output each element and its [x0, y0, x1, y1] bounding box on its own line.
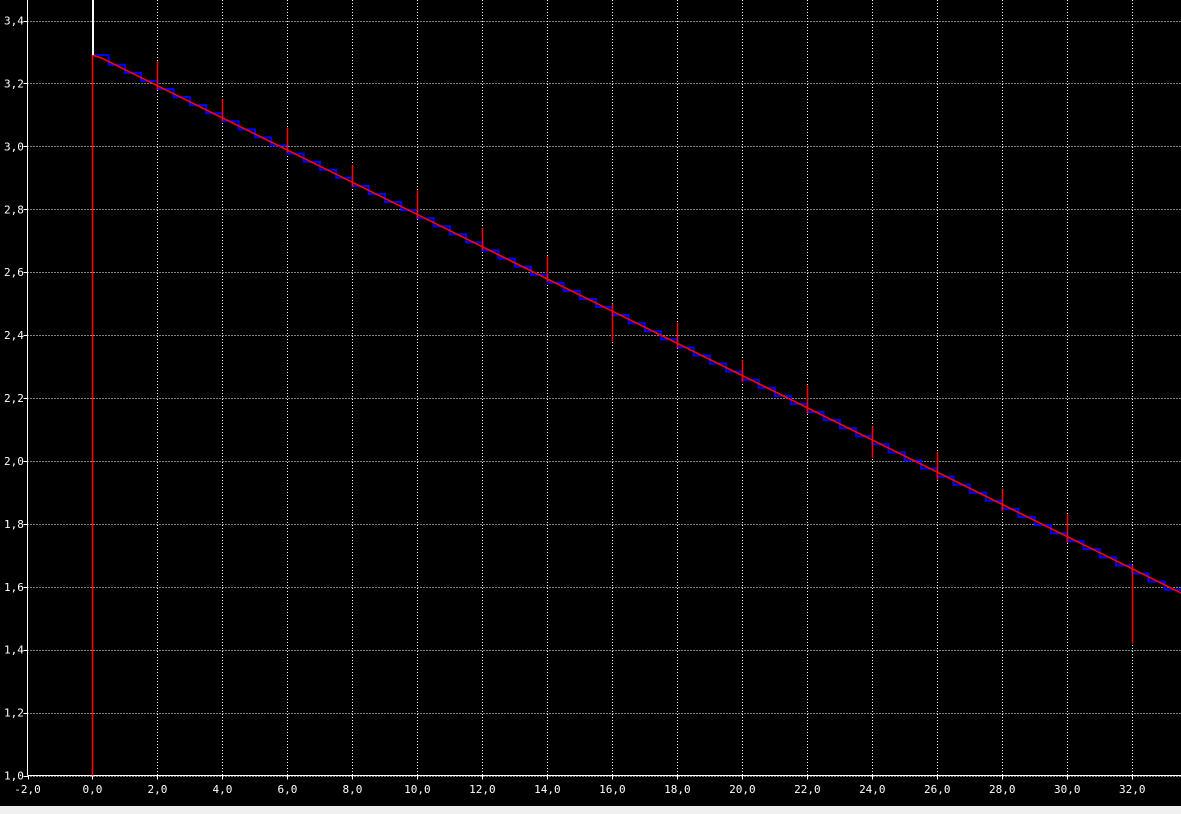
y-tick-label: 1,8 [4, 518, 24, 531]
y-tick-label: 2,2 [4, 392, 24, 405]
x-tick-label: 12,0 [469, 783, 496, 796]
series-layer [91, 0, 1181, 776]
x-tick-label: 24,0 [859, 783, 886, 796]
y-tick-label: 1,2 [4, 707, 24, 720]
error-bar-layer [156, 61, 1134, 644]
axis-layer [23, 0, 1181, 780]
y-tick-label: 1,0 [4, 770, 24, 783]
x-tick-label: 26,0 [924, 783, 951, 796]
x-tick-label: 16,0 [599, 783, 626, 796]
x-tick-label: 20,0 [729, 783, 756, 796]
x-tick-label: 14,0 [534, 783, 561, 796]
y-tick-label: 2,4 [4, 329, 24, 342]
y-tick-label: 3,4 [4, 15, 24, 28]
y-tick-label: 3,0 [4, 140, 24, 153]
x-tick-label: 8,0 [342, 783, 362, 796]
y-tick-label: 3,2 [4, 77, 24, 90]
y-tick-label: 2,8 [4, 203, 24, 216]
y-tick-label: 1,6 [4, 581, 24, 594]
x-tick-label: 2,0 [148, 783, 168, 796]
bottom-strip [0, 806, 1181, 814]
y-tick-label: 2,6 [4, 266, 24, 279]
x-tick-label: 6,0 [278, 783, 298, 796]
y-tick-label: 1,4 [4, 644, 24, 657]
y-tick-label: 2,0 [4, 455, 24, 468]
x-tick-label: 32,0 [1119, 783, 1146, 796]
tick-label-layer: 1,0 1,2 1,4 1,6 1,8 2,0 2,2 2,4 2,6 2,8 3,0 3,2 3,4 -… [4, 15, 1146, 797]
x-tick-label: 4,0 [213, 783, 233, 796]
x-tick-label: 30,0 [1054, 783, 1081, 796]
grid-layer [27, 0, 1181, 777]
x-tick-label: -2,0 [14, 783, 41, 796]
x-tick-label: 0,0 [83, 783, 103, 796]
model-series-line [91, 53, 1181, 776]
x-tick-label: 18,0 [664, 783, 691, 796]
x-tick-label: 28,0 [989, 783, 1016, 796]
x-tick-label: 22,0 [794, 783, 821, 796]
x-tick-label: 10,0 [404, 783, 431, 796]
